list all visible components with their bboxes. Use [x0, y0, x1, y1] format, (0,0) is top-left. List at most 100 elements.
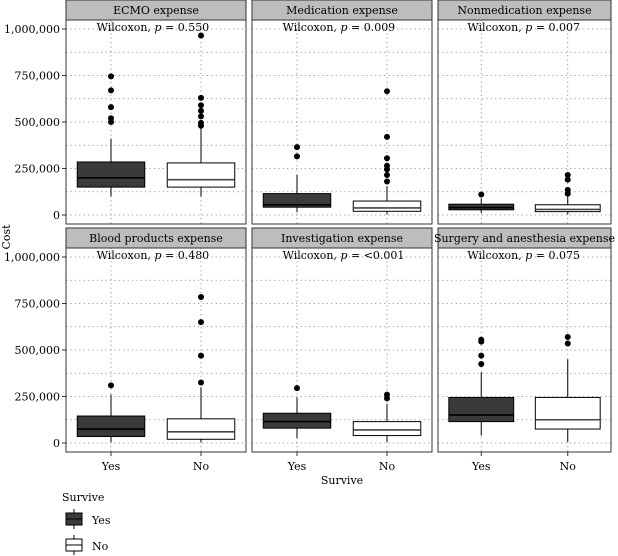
- outlier-point: [198, 94, 204, 101]
- outlier-point: [198, 319, 204, 326]
- outlier-point: [198, 293, 204, 300]
- outlier-point: [108, 73, 114, 80]
- facet-title: Nonmedication expense: [457, 4, 591, 17]
- box-iqr: [262, 412, 332, 429]
- annotation-prefix: Wilcoxon,: [467, 21, 525, 34]
- wilcoxon-annotation: Wilcoxon, p = <0.001: [283, 249, 405, 262]
- wilcoxon-annotation: Wilcoxon, p = 0.480: [97, 249, 210, 262]
- wilcoxon-annotation: Wilcoxon, p = 0.550: [97, 21, 210, 34]
- x-axis-title: Survive: [321, 474, 363, 487]
- annotation-value: = 0.480: [161, 249, 209, 262]
- x-tick-label: Yes: [101, 460, 121, 473]
- box-yes: [262, 385, 332, 439]
- outlier-point: [198, 102, 204, 109]
- facet-panel: Medication expense Wilcoxon, p = 0.009: [251, 0, 433, 225]
- annotation-value: = 0.009: [347, 21, 395, 34]
- annotation-value: = <0.001: [347, 249, 404, 262]
- legend-title: Survive: [62, 491, 104, 504]
- y-axis-title: Cost: [0, 224, 13, 250]
- box-no: [166, 32, 236, 197]
- outlier-point: [478, 191, 485, 198]
- wilcoxon-annotation: Wilcoxon, p = 0.009: [283, 21, 396, 34]
- panel-border: [251, 247, 433, 453]
- x-tick-label: Yes: [471, 460, 491, 473]
- x-tick-label: No: [560, 460, 577, 473]
- annotation-prefix: Wilcoxon,: [97, 249, 155, 262]
- y-tick-label: 250,000: [15, 391, 61, 404]
- outlier-point: [478, 360, 485, 367]
- box-iqr: [76, 161, 146, 188]
- x-tick-label: No: [379, 460, 396, 473]
- outlier-point: [384, 391, 390, 398]
- facet-title: ECMO expense: [113, 4, 199, 17]
- y-tick-label: 500,000: [15, 344, 61, 357]
- y-tick-label: 0: [53, 209, 60, 222]
- axes-layer: 0 250,000 500,000 750,000 1,000,000 0 250,000 5…: [4, 23, 576, 473]
- outlier-point: [384, 162, 390, 169]
- outlier-point: [294, 144, 300, 151]
- y-tick-label: 1,000,000: [4, 23, 60, 36]
- wilcoxon-annotation: Wilcoxon, p = 0.075: [467, 249, 580, 262]
- outlier-point: [384, 178, 390, 185]
- legend-key-no: [65, 535, 83, 555]
- outlier-point: [564, 172, 571, 179]
- legend-key-yes: [65, 509, 83, 529]
- panel-background: [438, 20, 611, 224]
- box-iqr: [448, 396, 515, 423]
- outlier-point: [564, 176, 571, 183]
- box-yes: [448, 191, 515, 214]
- legend-label: Yes: [91, 514, 111, 527]
- facet-panel: Nonmedication expense Wilcoxon, p = 0.007: [437, 0, 612, 225]
- annotation-p: p: [525, 249, 532, 262]
- facet-title: Surgery and anesthesia expense: [434, 232, 615, 245]
- outlier-point: [108, 382, 114, 389]
- grid-lines: [438, 248, 611, 452]
- facet-panel: Surgery and anesthesia expense Wilcoxon, …: [434, 227, 615, 453]
- y-tick-label: 0: [53, 437, 60, 450]
- outlier-point: [384, 172, 390, 179]
- facet-title: Investigation expense: [281, 232, 403, 245]
- outlier-point: [478, 336, 485, 343]
- y-tick-label: 500,000: [15, 116, 61, 129]
- annotation-value: = 0.007: [532, 21, 580, 34]
- outlier-point: [294, 153, 300, 160]
- y-tick-label: 1,000,000: [4, 251, 60, 264]
- outlier-point: [384, 88, 390, 95]
- annotation-p: p: [154, 249, 161, 262]
- annotation-prefix: Wilcoxon,: [467, 249, 525, 262]
- outlier-point: [108, 104, 114, 111]
- outlier-point: [384, 155, 390, 162]
- outlier-point: [198, 107, 204, 114]
- grid-lines: [438, 20, 611, 224]
- box-iqr: [166, 162, 236, 188]
- outlier-point: [564, 186, 571, 193]
- outlier-point: [294, 385, 300, 392]
- annotation-p: p: [525, 21, 532, 34]
- panels-layer: ECMO expense Wilcoxon, p = 0.550 Medicatio…: [65, 0, 615, 453]
- annotation-prefix: Wilcoxon,: [283, 249, 341, 262]
- outlier-point: [198, 32, 204, 39]
- box-iqr: [76, 415, 146, 437]
- box-no: [352, 391, 422, 443]
- box-no: [352, 88, 422, 215]
- box-iqr: [534, 204, 601, 213]
- outlier-point: [384, 133, 390, 140]
- outlier-point: [198, 352, 204, 359]
- outlier-point: [198, 113, 204, 120]
- annotation-prefix: Wilcoxon,: [283, 21, 341, 34]
- panel-border: [437, 19, 612, 225]
- facet-panel: ECMO expense Wilcoxon, p = 0.550: [65, 0, 247, 225]
- box-no: [534, 172, 601, 215]
- box-iqr: [352, 421, 422, 437]
- annotation-p: p: [340, 249, 347, 262]
- box-no: [534, 333, 601, 443]
- annotation-value: = 0.550: [161, 21, 209, 34]
- panel-border: [437, 247, 612, 453]
- annotation-value: = 0.075: [532, 249, 580, 262]
- outlier-point: [564, 333, 571, 340]
- box-iqr: [166, 418, 236, 440]
- wilcoxon-annotation: Wilcoxon, p = 0.007: [467, 21, 580, 34]
- outlier-point: [198, 379, 204, 386]
- annotation-p: p: [154, 21, 161, 34]
